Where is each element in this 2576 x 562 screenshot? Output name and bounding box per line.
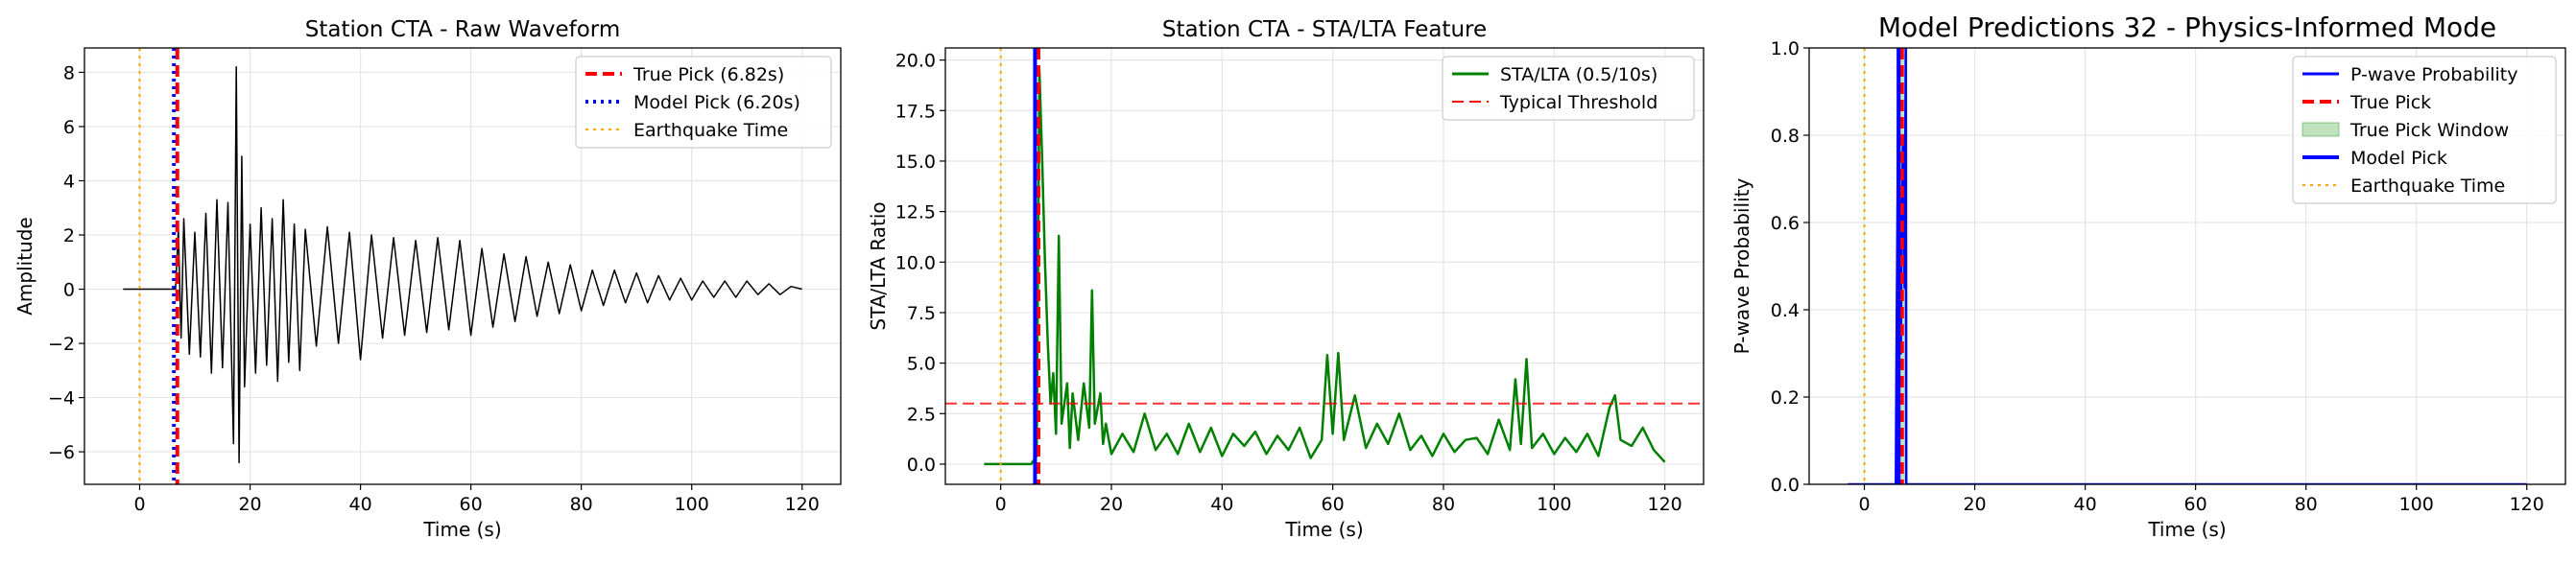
y-tick-label: 2.5 xyxy=(907,404,936,425)
x-tick-label: 20 xyxy=(1100,494,1123,515)
x-tick-label: 80 xyxy=(2295,494,2318,515)
x-axis-label: Time (s) xyxy=(1284,518,1363,541)
x-tick-label: 100 xyxy=(1537,494,1571,515)
y-tick-label: 10.0 xyxy=(895,252,936,273)
y-tick-label: 7.5 xyxy=(907,303,936,324)
legend: STA/LTA (0.5/10s) Typical Threshold xyxy=(1443,57,1694,120)
x-tick-label: 80 xyxy=(570,494,593,515)
y-tick-label: 0.0 xyxy=(1771,475,1800,496)
x-tick-label: 100 xyxy=(2399,494,2434,515)
chart-title: Station CTA - Raw Waveform xyxy=(305,17,621,42)
legend-label: Typical Threshold xyxy=(1499,92,1658,113)
x-tick-label: 0 xyxy=(995,494,1007,515)
legend-label: True Pick xyxy=(2349,92,2431,113)
x-tick-label: 0 xyxy=(133,494,145,515)
x-tick-label: 20 xyxy=(1963,494,1986,515)
x-tick-label: 40 xyxy=(2073,494,2096,515)
x-axis-label: Time (s) xyxy=(2147,518,2226,541)
legend-label: P-wave Probability xyxy=(2350,64,2518,85)
x-tick-label: 20 xyxy=(238,494,261,515)
y-tick-label: 0.8 xyxy=(1771,126,1800,147)
legend-label: True Pick (6.82s) xyxy=(632,64,784,85)
chart-title: Model Predictions 32 - Physics-Informed … xyxy=(1878,12,2496,43)
x-tick-label: 0 xyxy=(1858,494,1870,515)
legend-label: Model Pick xyxy=(2350,148,2447,169)
x-tick-label: 40 xyxy=(1210,494,1233,515)
y-tick-label: 2 xyxy=(63,225,75,246)
x-tick-label: 60 xyxy=(460,494,483,515)
y-tick-label: 5.0 xyxy=(907,354,936,375)
y-tick-label: −6 xyxy=(48,442,75,463)
x-tick-label: 80 xyxy=(1432,494,1455,515)
x-tick-label: 60 xyxy=(1322,494,1345,515)
x-tick-label: 120 xyxy=(785,494,820,515)
legend-label: STA/LTA (0.5/10s) xyxy=(1500,64,1658,85)
x-tick-label: 100 xyxy=(675,494,709,515)
y-axis-label: P-wave Probability xyxy=(1730,178,1753,355)
legend: True Pick (6.82s) Model Pick (6.20s) Earth… xyxy=(576,57,831,148)
y-tick-label: 6 xyxy=(63,117,75,138)
x-tick-label: 120 xyxy=(1648,494,1682,515)
y-tick-label: 8 xyxy=(63,62,75,83)
legend: P-wave Probability True Pick True Pick Win… xyxy=(2293,57,2556,203)
y-tick-label: 0.4 xyxy=(1771,300,1800,321)
y-tick-label: 0.2 xyxy=(1771,387,1800,409)
y-tick-label: −4 xyxy=(48,388,75,410)
y-tick-label: 12.5 xyxy=(895,202,936,223)
y-tick-label: 20.0 xyxy=(895,51,936,72)
legend-label: Earthquake Time xyxy=(633,120,788,141)
y-tick-label: 1.0 xyxy=(1771,38,1800,59)
x-axis-label: Time (s) xyxy=(422,518,501,541)
x-tick-label: 120 xyxy=(2510,494,2544,515)
x-tick-label: 40 xyxy=(348,494,371,515)
legend-swatch xyxy=(2302,123,2339,136)
chart-title: Station CTA - STA/LTA Feature xyxy=(1162,17,1487,42)
legend-label: True Pick Window xyxy=(2349,120,2509,141)
y-tick-label: 15.0 xyxy=(895,152,936,173)
y-tick-label: −2 xyxy=(48,334,75,355)
y-tick-label: 4 xyxy=(63,171,75,192)
y-tick-label: 17.5 xyxy=(895,101,936,122)
y-axis-label: STA/LTA Ratio xyxy=(867,201,890,330)
y-axis-label: Amplitude xyxy=(13,217,36,316)
legend-label: Earthquake Time xyxy=(2350,176,2505,197)
legend-label: Model Pick (6.20s) xyxy=(633,92,800,113)
y-tick-label: 0 xyxy=(63,280,75,301)
x-tick-label: 60 xyxy=(2184,494,2207,515)
y-tick-label: 0.0 xyxy=(907,455,936,476)
y-tick-label: 0.6 xyxy=(1771,213,1800,234)
